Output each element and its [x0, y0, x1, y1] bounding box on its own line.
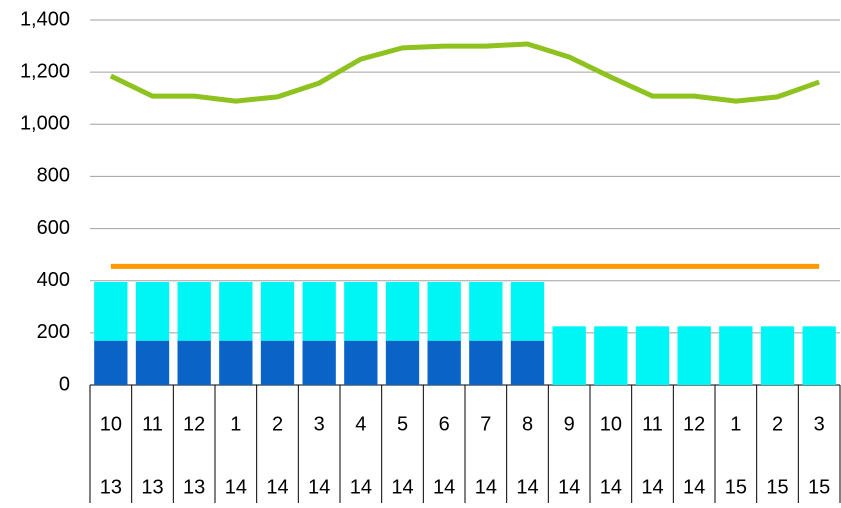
bar	[385, 340, 420, 385]
x-tick-label: 13	[141, 476, 163, 498]
x-tick-label: 10	[600, 413, 622, 435]
bar	[135, 340, 170, 385]
bar	[469, 340, 503, 385]
x-tick-label: 2	[272, 413, 283, 435]
bar	[94, 340, 128, 385]
x-tick-label: 14	[600, 476, 622, 498]
x-tick-label: 14	[391, 476, 413, 498]
x-tick-label: 14	[433, 476, 455, 498]
bar	[635, 326, 670, 385]
bar	[302, 340, 336, 385]
bar	[177, 282, 211, 341]
x-tick-label: 3	[814, 413, 825, 435]
x-tick-label: 15	[808, 476, 830, 498]
bar	[760, 326, 795, 385]
x-tick-label: 14	[683, 476, 705, 498]
x-tick-label: 14	[308, 476, 330, 498]
bar	[510, 282, 545, 341]
y-tick-label: 200	[37, 321, 70, 343]
x-tick-label: 14	[558, 476, 580, 498]
bar	[510, 340, 545, 385]
bar	[427, 340, 461, 385]
bar	[302, 282, 336, 341]
y-tick-label: 1,400	[20, 8, 70, 30]
y-tick-label: 1,200	[20, 60, 70, 82]
bar	[677, 326, 711, 385]
x-tick-label: 1	[230, 413, 241, 435]
bar	[260, 340, 295, 385]
bar	[94, 282, 128, 341]
bar	[260, 282, 295, 341]
x-tick-label: 2	[772, 413, 783, 435]
bar	[344, 282, 378, 341]
x-tick-label: 13	[100, 476, 122, 498]
x-tick-label: 14	[225, 476, 247, 498]
x-tick-label: 4	[355, 413, 366, 435]
x-tick-label: 14	[266, 476, 288, 498]
y-tick-label: 600	[37, 217, 70, 239]
bar	[719, 326, 753, 385]
y-tick-label: 400	[37, 269, 70, 291]
bar	[427, 282, 461, 341]
x-tick-label: 15	[766, 476, 788, 498]
y-tick-label: 1,000	[20, 113, 70, 135]
bar	[802, 326, 836, 385]
bar	[469, 282, 503, 341]
bar	[344, 340, 378, 385]
x-tick-label: 3	[314, 413, 325, 435]
bar	[552, 326, 586, 385]
x-tick-label: 12	[683, 413, 705, 435]
x-tick-label: 13	[183, 476, 205, 498]
x-tick-label: 14	[641, 476, 663, 498]
bar	[219, 340, 253, 385]
x-tick-label: 5	[397, 413, 408, 435]
bar	[135, 282, 170, 341]
x-tick-label: 12	[183, 413, 205, 435]
x-tick-label: 1	[730, 413, 741, 435]
bar	[594, 326, 628, 385]
bar	[385, 282, 420, 341]
line	[109, 41, 821, 104]
x-tick-label: 11	[142, 413, 163, 435]
y-tick-label: 0	[59, 373, 70, 395]
x-tick-label: 14	[475, 476, 497, 498]
x-tick-label: 8	[522, 413, 533, 435]
x-tick-label: 14	[516, 476, 538, 498]
x-tick-label: 10	[100, 413, 122, 435]
y-tick-label: 800	[37, 165, 70, 187]
x-tick-label: 11	[642, 413, 663, 435]
x-tick-label: 9	[564, 413, 575, 435]
x-tick-label: 15	[725, 476, 747, 498]
x-tick-label: 7	[480, 413, 491, 435]
bar	[219, 282, 253, 341]
x-tick-label: 6	[439, 413, 450, 435]
bar	[177, 340, 211, 385]
x-tick-label: 14	[350, 476, 372, 498]
